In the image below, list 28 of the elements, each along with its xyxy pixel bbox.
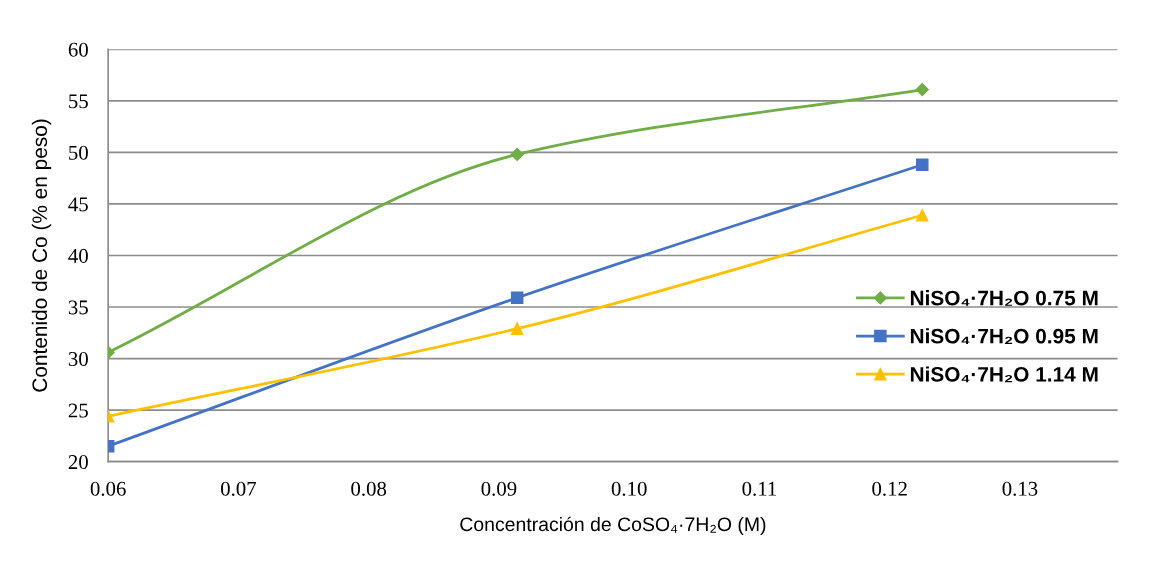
x-axis-title: Concentración de CoSO₄·7H₂O (M) — [460, 516, 766, 536]
x-tick-label: 0.09 — [481, 481, 517, 496]
x-tick-label: 0.11 — [742, 481, 777, 496]
y-tick-label: 30 — [68, 351, 88, 367]
point — [915, 82, 929, 97]
y-tick-label: 50 — [69, 145, 88, 160]
legend-label: NiSO₄·7H₂O 0.75 M — [910, 290, 1098, 306]
y-tick-label: 45 — [68, 197, 88, 212]
y-tick-label: 25 — [68, 403, 88, 418]
x-tick-label: 0.08 — [351, 481, 387, 496]
point — [916, 209, 929, 222]
legend-label: NiSO₄·7H₂O 0.95 M — [910, 328, 1098, 344]
x-tick-label: 0.13 — [1002, 481, 1038, 496]
point — [510, 147, 524, 162]
x-tick-label: 0.10 — [611, 481, 647, 496]
point — [510, 291, 524, 305]
y-axis-title: Contenido de Co (% en peso) — [31, 119, 52, 392]
x-tick-label: 0.12 — [872, 481, 907, 496]
point — [916, 158, 929, 172]
x-tick-label: 0.07 — [220, 481, 257, 496]
y-tick-label: 40 — [68, 248, 88, 263]
y-tick-label: 20 — [68, 455, 88, 470]
legend-label: NiSO₄·7H₂O 1.14 M — [910, 366, 1098, 383]
y-tick-label: 60 — [68, 42, 88, 57]
y-tick-label: 35 — [68, 300, 88, 315]
y-tick-label: 55 — [69, 94, 88, 109]
x-tick-label: 0.06 — [90, 481, 126, 496]
point — [510, 322, 524, 335]
